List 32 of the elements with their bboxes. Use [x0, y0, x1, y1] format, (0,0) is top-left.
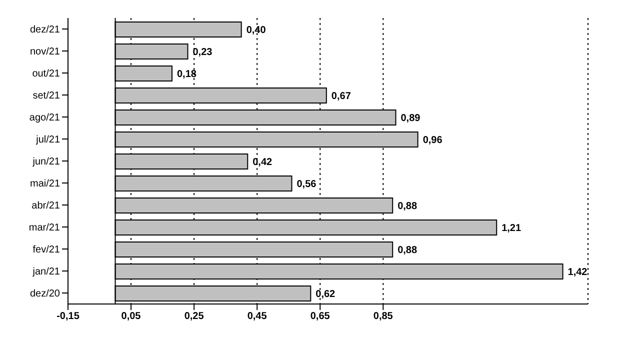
y-tick-label: jul/21 [35, 134, 60, 146]
data-label: 0,18 [177, 69, 197, 80]
data-label: 0,23 [192, 47, 213, 58]
y-tick-label: fev/21 [32, 244, 60, 256]
y-tick-label: jun/21 [32, 156, 60, 168]
y-tick-label: jan/21 [32, 266, 60, 278]
y-tick-label: dez/20 [30, 288, 60, 300]
x-tick-label: 0,65 [310, 311, 330, 322]
data-label: 0,40 [246, 25, 266, 36]
data-label: 1,21 [502, 223, 522, 234]
x-tick-label: 0,25 [184, 311, 204, 322]
y-tick-label: set/21 [32, 90, 60, 102]
x-tick-label: 0,05 [121, 311, 142, 322]
data-label: 0,88 [398, 245, 418, 256]
y-tick-label: abr/21 [32, 200, 60, 212]
x-tick-label: 0,85 [373, 311, 394, 322]
y-tick-label: dez/21 [30, 24, 60, 36]
data-label: 0,89 [400, 113, 421, 124]
y-tick-label: mar/21 [28, 222, 60, 234]
data-label: 0,96 [422, 135, 443, 146]
data-label: 0,62 [316, 289, 336, 300]
data-label: 0,56 [296, 179, 317, 190]
data-label: 1,42 [568, 267, 588, 278]
y-tick-label: mai/21 [30, 178, 60, 190]
y-tick-label: out/21 [32, 68, 60, 80]
x-tick-label: -0,15 [56, 311, 80, 322]
x-tick-label: 0,45 [247, 311, 268, 322]
y-tick-label: nov/21 [30, 46, 60, 58]
data-label: 0,42 [252, 157, 273, 168]
data-label: 0,88 [398, 201, 418, 212]
y-tick-label: ago/21 [29, 112, 60, 124]
data-label: 0,67 [331, 91, 352, 102]
